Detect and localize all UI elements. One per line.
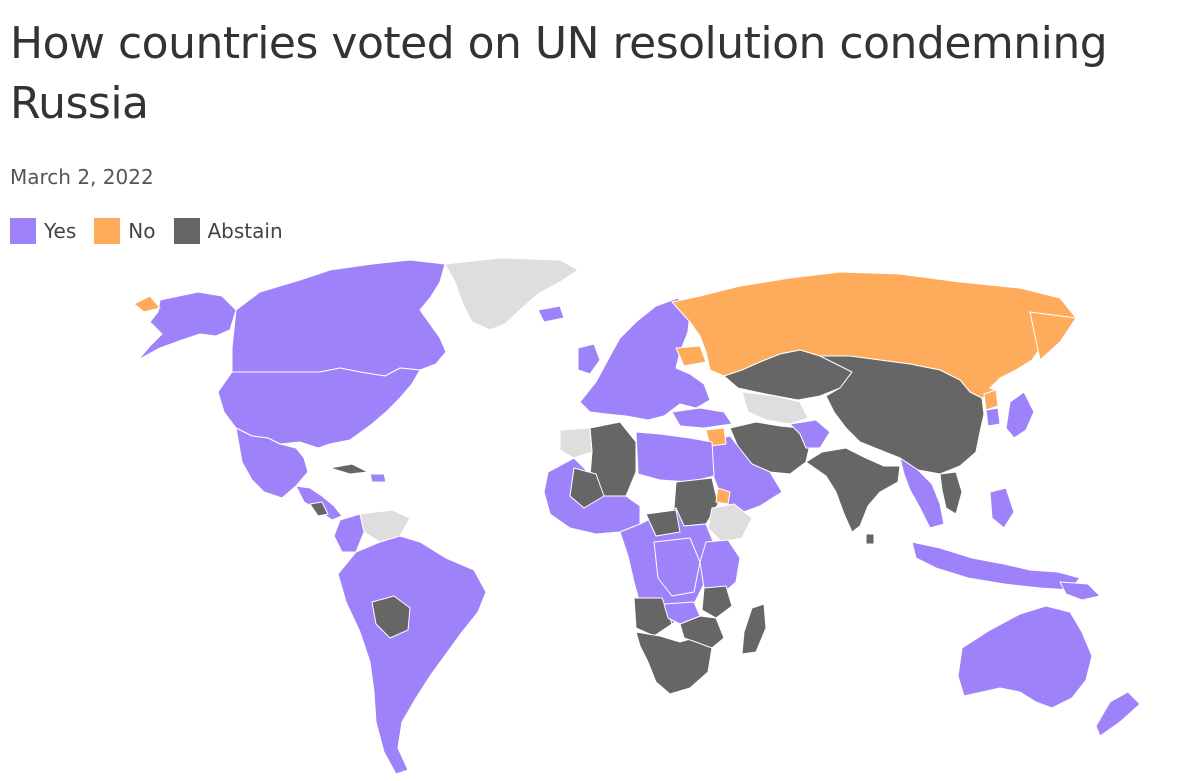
- India: [805, 447, 901, 533]
- world-map-svg: [133, 257, 1141, 775]
- Chukotka: [133, 295, 161, 313]
- DR Congo: [653, 537, 701, 597]
- Nicaragua: [309, 501, 329, 517]
- Japan: [1005, 391, 1035, 439]
- United Kingdom: [577, 343, 601, 375]
- Greenland: [444, 257, 579, 331]
- Bolivia: [371, 595, 411, 639]
- Uzbekistan: [741, 391, 809, 425]
- legend-label-yes: Yes: [44, 219, 77, 243]
- Philippines: [989, 487, 1015, 529]
- Europe: [579, 297, 711, 421]
- legend-swatch-yes: [10, 218, 36, 244]
- Eritrea: [715, 487, 731, 505]
- Hispaniola: [369, 473, 387, 483]
- world-map: [0, 252, 1200, 781]
- South Korea: [985, 407, 1001, 427]
- Papua New Guinea: [1059, 581, 1101, 601]
- legend-item-abstain: Abstain: [173, 218, 283, 244]
- legend-swatch-no: [94, 218, 121, 244]
- Central African Republic: [645, 509, 681, 537]
- legend-item-yes: Yes: [10, 218, 76, 244]
- Mexico: [235, 427, 309, 499]
- Alaska: [137, 291, 237, 361]
- Cuba: [329, 463, 369, 475]
- legend-swatch-abstain: [173, 218, 200, 244]
- legend: Yes No Abstain: [10, 218, 283, 244]
- East Africa: [699, 539, 741, 597]
- Southeast Asia: [899, 457, 945, 529]
- Australia: [957, 605, 1093, 709]
- Russia Far East: [1029, 311, 1077, 361]
- legend-item-no: No: [94, 218, 156, 244]
- Tanzania: [701, 585, 733, 619]
- Canada: [231, 259, 447, 377]
- Turkey: [671, 407, 733, 429]
- chart-title: How countries voted on UN resolution con…: [10, 18, 1108, 129]
- legend-label-abstain: Abstain: [207, 219, 283, 243]
- China: [819, 355, 985, 475]
- Namibia & South Africa: [635, 631, 713, 695]
- Mali: [569, 467, 605, 509]
- chart-date: March 2, 2022: [10, 165, 154, 189]
- Iceland: [537, 305, 565, 323]
- legend-label-no: No: [128, 219, 156, 243]
- Colombia: [333, 513, 365, 553]
- Afghanistan: [789, 419, 831, 449]
- Sri Lanka: [865, 533, 875, 545]
- Vietnam: [939, 471, 963, 515]
- Mozambique & Zimbabwe: [679, 615, 725, 649]
- Libya & Egypt: [635, 431, 715, 483]
- North Korea: [983, 389, 999, 411]
- South America: [337, 535, 487, 775]
- New Zealand: [1095, 691, 1141, 737]
- Madagascar: [741, 603, 767, 655]
- Morocco: [559, 427, 593, 459]
- Belarus: [675, 345, 707, 367]
- Angola: [633, 597, 673, 637]
- Zambia: [663, 601, 701, 625]
- Indonesia: [911, 541, 1081, 591]
